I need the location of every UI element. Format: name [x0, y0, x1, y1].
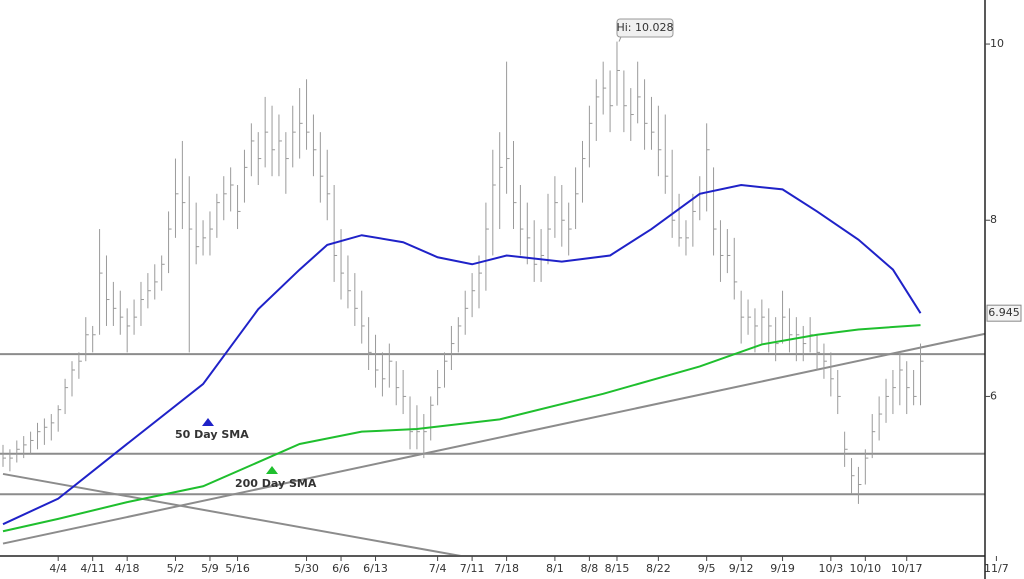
x-tick-label: 8/1 — [546, 562, 564, 575]
x-tick-label: 9/5 — [698, 562, 716, 575]
x-tick-label: 4/18 — [115, 562, 140, 575]
x-tick-label: 5/9 — [201, 562, 219, 575]
plot-area — [0, 41, 985, 555]
x-tick-label: 8/22 — [646, 562, 671, 575]
label-marker — [202, 418, 214, 426]
x-tick-label: 4/11 — [80, 562, 105, 575]
x-tick-label: 9/19 — [770, 562, 795, 575]
y-tick-label: 10 — [990, 37, 1004, 50]
x-tick-label: 10/3 — [818, 562, 843, 575]
annotation: Hi: 10.028 — [616, 21, 673, 34]
label-marker — [266, 466, 278, 474]
sma-label: 200 Day SMA — [235, 477, 317, 490]
x-tick-label: 8/15 — [605, 562, 630, 575]
x-tick-label: 11/7 — [984, 562, 1009, 575]
trend-line — [2, 332, 985, 545]
x-tick-label: 7/18 — [494, 562, 519, 575]
annotation-box — [616, 18, 674, 38]
annotation-pointer — [618, 36, 622, 42]
x-tick-label: 8/8 — [581, 562, 599, 575]
x-tick-label: 6/6 — [332, 562, 350, 575]
last-value-label: 6.945 — [988, 306, 1020, 319]
y-tick-label: 8 — [990, 213, 997, 226]
x-tick-label: 6/13 — [363, 562, 388, 575]
x-tick-label: 7/11 — [460, 562, 485, 575]
axes: 6 8 10 4/4 4/11 4/18 5/2 5/9 5/16 5/30 6/6 6/13 7/4 7… — [49, 37, 1008, 575]
x-tick-label: 10/10 — [849, 562, 881, 575]
trend-line — [2, 472, 462, 555]
x-tick-label: 7/4 — [429, 562, 447, 575]
last-value-box — [986, 304, 1022, 322]
x-tick-label: 5/30 — [294, 562, 319, 575]
x-tick-label: 9/12 — [729, 562, 754, 575]
sma-line — [2, 183, 922, 526]
x-tick-label: 10/17 — [891, 562, 923, 575]
x-tick-label: 5/2 — [167, 562, 185, 575]
x-tick-label: 5/16 — [225, 562, 250, 575]
sma-label: 50 Day SMA — [175, 428, 249, 441]
y-tick-label: 6 — [990, 389, 997, 402]
sma-line — [2, 324, 921, 533]
x-tick-label: 4/4 — [49, 562, 67, 575]
